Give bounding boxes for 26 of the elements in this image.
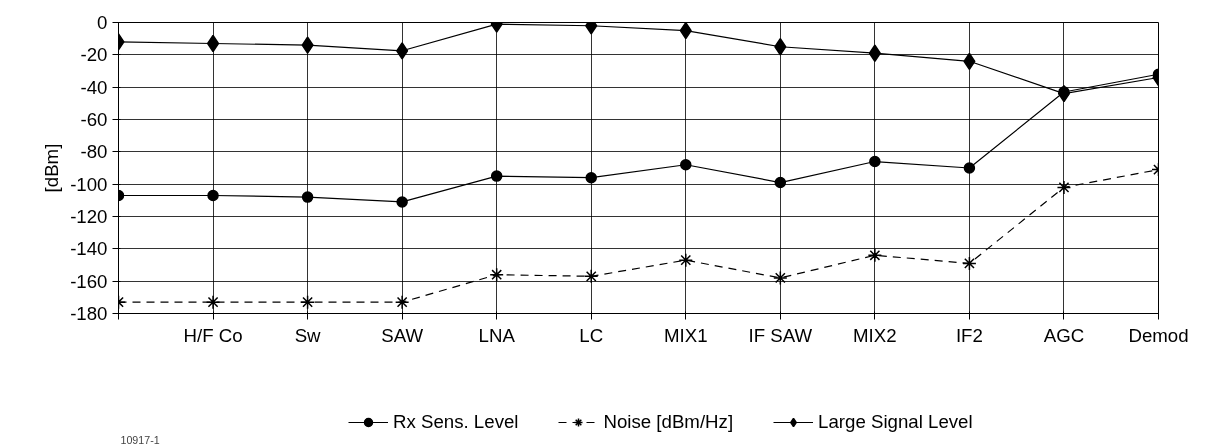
y-tick-label: -80 [80,141,108,163]
x-tick-label: H/F Co [183,324,243,346]
y-tick-label: -160 [70,270,108,292]
text: 10917-1 [120,433,160,446]
legend-label: Rx Sens. Level [393,411,519,433]
x-tick-label: AGC [1043,324,1085,346]
y-tick-label: -60 [80,109,108,130]
legend-label: Noise [dBm/Hz] [603,411,734,433]
y-tick-label: -120 [70,206,108,227]
x-tick-label: MIX2 [853,324,897,346]
x-tick-label: Demod [1128,324,1189,346]
x-tick-label: LNA [478,324,516,346]
legend-label: Large Signal Level [818,411,973,433]
x-tick-label: IF SAW [748,324,813,346]
x-tick-label: IF2 [955,324,983,346]
y-tick-label: -20 [80,44,108,66]
x-tick-label: MIX1 [664,324,708,346]
x-tick-label: SAW [381,324,424,346]
y-tick-label: -140 [70,238,108,260]
y-axis-title: [dBm] [41,143,63,193]
x-tick-label: Sw [294,324,322,346]
y-tick-label: 0 [97,12,108,33]
y-tick-label: -180 [70,303,108,324]
y-tick-label: -100 [70,173,108,195]
x-tick-label: LC [579,324,604,346]
y-tick-label: -40 [80,76,108,98]
